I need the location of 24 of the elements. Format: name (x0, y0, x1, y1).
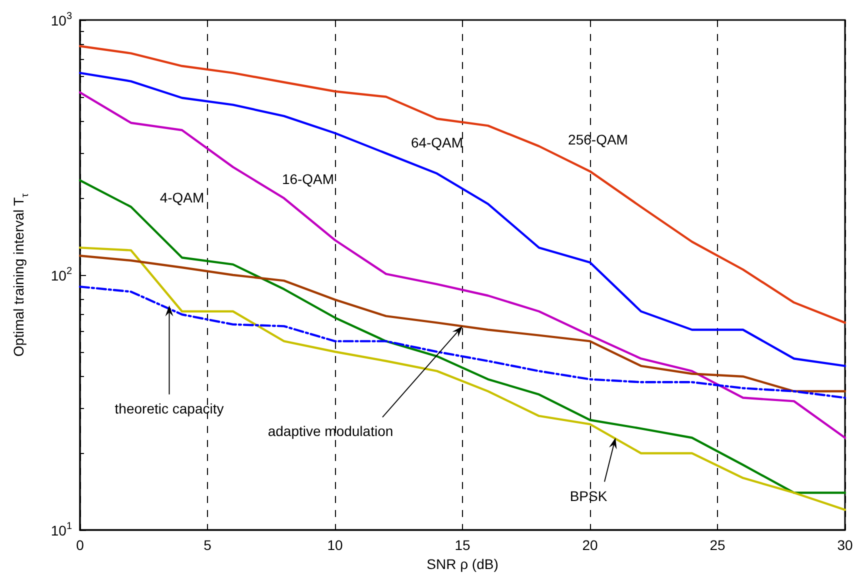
line-series (78, 45, 846, 324)
y-tick-label: 10$^{2}$ (50, 266, 72, 284)
series-label: 256-QAM (568, 131, 628, 148)
series-label: 64-QAM (410, 134, 464, 151)
series-label: 4-QAM (160, 190, 204, 206)
x-tick-label: 30 (837, 537, 853, 553)
line-series (78, 91, 846, 439)
x-tick-label: 20 (582, 537, 598, 553)
y-tick-label: 10$^{1}$ (50, 521, 72, 539)
annotation: BPSK (570, 488, 608, 504)
y-tick-label: 10$^{3}$ (50, 11, 72, 29)
line-series (78, 254, 846, 392)
x-tick-label: 15 (454, 537, 470, 553)
line-series (78, 246, 846, 511)
x-tick-label: 25 (710, 537, 726, 553)
annotation: adaptive modulation (268, 423, 394, 440)
line-series (78, 286, 846, 399)
line-series (78, 72, 846, 368)
x-axis-title: SNR ρ (dB) (426, 556, 498, 572)
x-tick-label: 10 (327, 537, 343, 553)
x-tick-label: 0 (76, 537, 84, 553)
annotation: theoretic capacity (114, 400, 224, 416)
x-tick-label: 5 (204, 537, 212, 553)
series-label: 16-QAM (282, 171, 334, 188)
